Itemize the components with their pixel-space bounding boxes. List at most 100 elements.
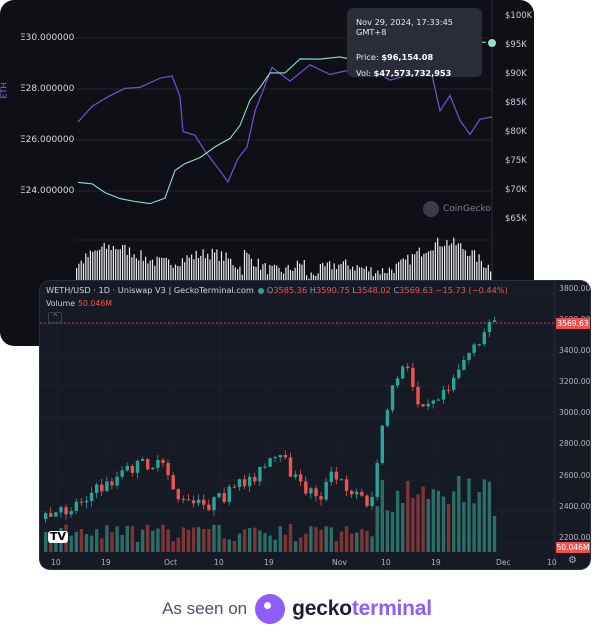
volume-bar xyxy=(156,528,160,552)
volume-bar xyxy=(146,524,150,552)
collapse-legend-button[interactable]: ^ xyxy=(48,312,62,323)
candle-body xyxy=(263,466,267,468)
tooltip-vol-value: $47,573,732,953 xyxy=(373,68,452,78)
volume-bar xyxy=(455,245,457,290)
volume-bar xyxy=(354,270,356,290)
volume-bar xyxy=(423,253,425,290)
pair-title: WETH/USD · 1D · Uniswap V3 | GeckoTermin… xyxy=(46,285,254,295)
volume-bar xyxy=(218,261,220,290)
volume-bar xyxy=(217,525,221,552)
volume-bar xyxy=(333,263,335,290)
volume-bar xyxy=(407,254,409,290)
candle-body xyxy=(156,459,160,468)
volume-bar xyxy=(365,266,367,290)
candle-body xyxy=(482,332,486,345)
time-axis-tick: 10 xyxy=(381,558,391,567)
volume-bar xyxy=(352,266,354,290)
candle-body xyxy=(135,460,140,473)
candle-body xyxy=(487,322,492,333)
volume-bar xyxy=(214,252,216,290)
volume-bar xyxy=(345,259,347,290)
volume-bar xyxy=(89,250,91,290)
brand-part-terminal: terminal xyxy=(351,597,432,620)
candle-body xyxy=(222,493,226,502)
volume-bar xyxy=(421,486,425,552)
tooltip-price-value: $96,154.08 xyxy=(381,52,434,62)
candle-body xyxy=(105,481,109,492)
volume-bar xyxy=(431,489,435,552)
volume-bar xyxy=(411,498,415,552)
candle-body xyxy=(431,400,435,404)
right-axis-tick: $80K xyxy=(505,127,527,137)
volume-bar xyxy=(304,533,308,552)
candle-body xyxy=(202,499,206,505)
volume-bar xyxy=(147,263,149,290)
volume-bar xyxy=(480,261,482,290)
candle-body xyxy=(227,486,231,502)
candle-body xyxy=(125,466,129,471)
volume-bar xyxy=(246,252,248,290)
ohlc-high: 3590.75 xyxy=(315,285,350,295)
volume-bar xyxy=(483,267,485,290)
ohlc-close: 3569.63 xyxy=(399,285,434,295)
volume-bar xyxy=(482,479,486,552)
candle-body xyxy=(64,507,68,515)
volume-bar xyxy=(409,264,411,290)
volume-bar xyxy=(202,249,204,290)
volume-bar xyxy=(197,258,200,290)
volume-bar xyxy=(193,259,195,290)
candle-body xyxy=(232,486,237,488)
volume-bar xyxy=(239,266,241,290)
left-axis-tick: Ξ28.000000 xyxy=(20,84,75,94)
volume-bar xyxy=(151,530,155,552)
candle-body xyxy=(319,496,323,500)
volume-bar xyxy=(457,243,459,290)
volume-bar xyxy=(234,267,236,290)
volume-bar xyxy=(202,528,206,552)
volume-bar xyxy=(227,539,231,552)
volume-bar xyxy=(242,529,247,552)
candle-body xyxy=(457,369,461,378)
volume-bar xyxy=(446,240,448,290)
volume-bar xyxy=(380,480,384,552)
candlestick-plot[interactable] xyxy=(40,281,590,569)
volume-bar xyxy=(174,264,177,290)
time-axis-tick: 10 xyxy=(214,558,224,567)
left-axis-tick: Ξ30.000000 xyxy=(20,33,75,43)
volume-bar xyxy=(487,481,492,552)
chart-settings-icon[interactable]: ⚙ xyxy=(568,555,577,566)
price-axis-tick: 3800.00 xyxy=(559,284,590,293)
price-axis-tick: 2800.00 xyxy=(559,439,590,448)
candle-body xyxy=(390,385,395,411)
volume-bar xyxy=(140,529,145,552)
volume-bar xyxy=(427,251,430,290)
volume-bar xyxy=(377,270,379,290)
candle-body xyxy=(44,513,48,519)
price-axis-tick: 2600.00 xyxy=(559,471,590,480)
candle-body xyxy=(350,491,354,495)
volume-bar xyxy=(177,266,179,290)
candle-body xyxy=(293,474,298,477)
tooltip-vol-label: Vol: xyxy=(356,68,372,78)
volume-bar xyxy=(338,264,340,290)
candle-body xyxy=(197,499,201,504)
volume-bar xyxy=(342,261,344,290)
volume-bar xyxy=(287,264,289,290)
tradingview-logo-icon[interactable]: TV xyxy=(48,530,69,543)
price-axis-tick: 3000.00 xyxy=(559,408,590,417)
candle-body xyxy=(248,476,252,487)
left-axis-tick: Ξ26.000000 xyxy=(20,135,75,145)
candle-body xyxy=(186,499,191,501)
candle-body xyxy=(472,344,476,353)
volume-bar xyxy=(110,532,114,552)
candle-body xyxy=(324,482,328,500)
candle-body xyxy=(380,425,384,464)
candle-body xyxy=(54,512,58,517)
volume-bar xyxy=(478,254,480,290)
volume-bar xyxy=(95,529,99,552)
geckoterminal-brand[interactable]: geckoterminal xyxy=(292,597,432,621)
volume-bar xyxy=(216,249,218,290)
volume-bar xyxy=(161,257,163,290)
volume-bar xyxy=(156,256,158,290)
volume-bar xyxy=(232,265,234,290)
